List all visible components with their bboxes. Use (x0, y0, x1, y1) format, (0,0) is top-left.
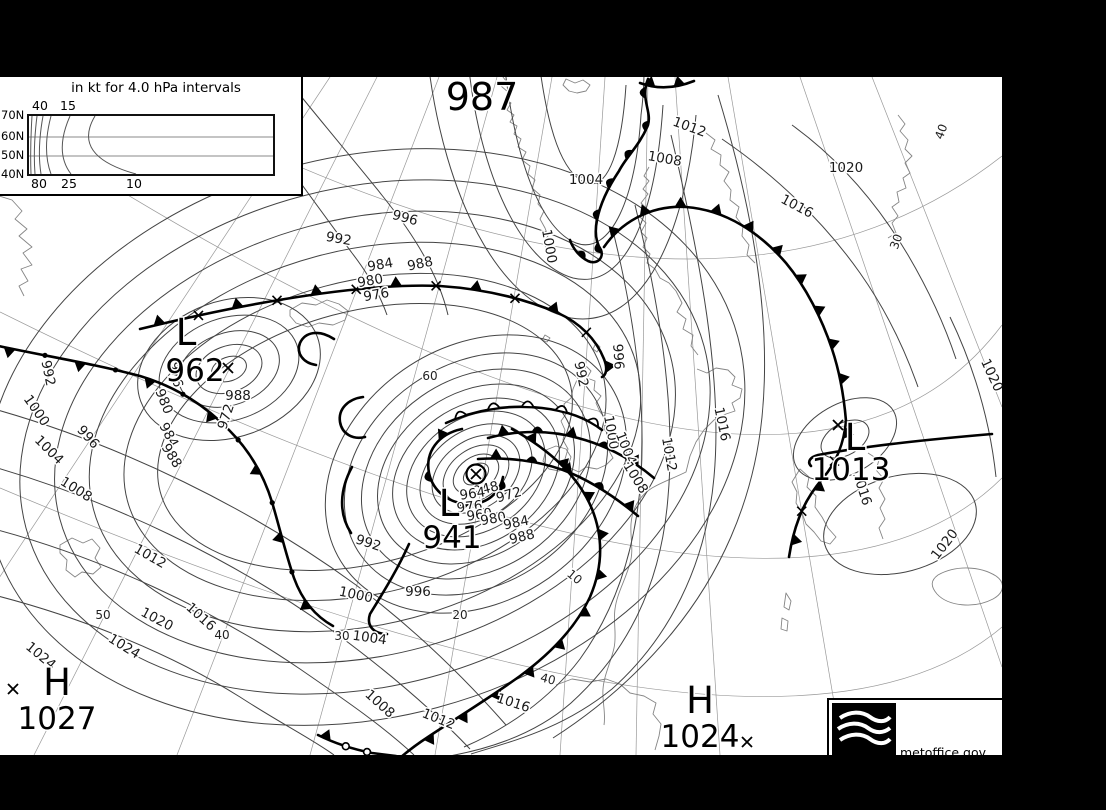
svg-text:992: 992 (37, 359, 58, 388)
wind-scale-legend: in kt for 4.0 hPa intervals 70N 60N 50N … (0, 77, 303, 196)
met-office-url-text: metoffice.gov (900, 745, 987, 755)
svg-text:30: 30 (887, 232, 905, 251)
svg-text:976: 976 (456, 498, 483, 517)
wind-scale-box (27, 114, 275, 176)
svg-text:1004: 1004 (31, 432, 67, 468)
svg-text:10: 10 (564, 567, 585, 588)
svg-text:1012: 1012 (131, 541, 169, 572)
legend-title: in kt for 4.0 hPa intervals (71, 80, 241, 96)
svg-text:1024: 1024 (661, 719, 740, 755)
svg-text:1012: 1012 (670, 114, 708, 141)
svg-text:980: 980 (479, 509, 507, 529)
svg-text:1020: 1020 (928, 526, 962, 563)
scale-value-10: 10 (126, 176, 142, 191)
svg-text:50: 50 (95, 608, 110, 622)
svg-text:20: 20 (452, 608, 467, 622)
met-office-waves-icon (836, 710, 892, 746)
pressure-chart-canvas: 9969929889849809761012100810041020101610… (0, 77, 1002, 755)
svg-text:972: 972 (215, 402, 238, 431)
wind-scale-curves (29, 116, 273, 174)
svg-text:996: 996 (609, 343, 627, 370)
svg-text:1012: 1012 (658, 436, 680, 473)
svg-text:40: 40 (932, 122, 950, 141)
svg-text:30: 30 (334, 629, 349, 643)
svg-text:1016: 1016 (494, 690, 532, 716)
met-office-branding: Met Office metoffice.gov (827, 698, 1002, 755)
svg-text:1016: 1016 (778, 191, 816, 221)
svg-text:1020: 1020 (977, 356, 1002, 394)
svg-text:L: L (439, 482, 460, 525)
svg-text:L: L (845, 416, 866, 459)
svg-text:984: 984 (366, 255, 394, 275)
latitude-label-70n: 70N (1, 108, 25, 122)
met-office-logo: Met Office (832, 703, 896, 755)
svg-text:1024: 1024 (105, 631, 143, 663)
svg-text:1016: 1016 (711, 406, 734, 443)
surface-pressure-chart: 996 992 988 984 980 976 1012 1008 1004 1020 1016 10… (0, 77, 1003, 755)
svg-text:H: H (43, 661, 71, 704)
svg-text:992: 992 (325, 229, 353, 249)
svg-text:987: 987 (446, 77, 519, 119)
svg-text:40: 40 (539, 670, 557, 687)
svg-text:976: 976 (166, 361, 185, 389)
met-office-url: metoffice.gov (896, 700, 1002, 755)
svg-text:60: 60 (422, 369, 437, 383)
svg-text:992: 992 (570, 360, 591, 389)
svg-text:1008: 1008 (620, 459, 652, 497)
svg-text:988: 988 (406, 254, 435, 275)
met-office-logo-text: Met Office (832, 754, 896, 755)
svg-text:1020: 1020 (829, 160, 863, 176)
svg-text:1004: 1004 (569, 172, 603, 188)
svg-text:980: 980 (356, 271, 384, 291)
svg-text:L: L (176, 311, 197, 354)
svg-text:960: 960 (466, 505, 494, 524)
scale-value-25: 25 (61, 176, 77, 191)
latitude-label-50n: 50N (1, 148, 25, 162)
svg-text:1000: 1000 (20, 392, 53, 429)
svg-text:980: 980 (151, 387, 175, 417)
svg-text:1016: 1016 (183, 600, 219, 635)
latitude-label-60n: 60N (1, 129, 25, 143)
svg-text:976: 976 (362, 285, 390, 305)
scale-value-15: 15 (60, 98, 76, 113)
svg-text:1008: 1008 (646, 148, 683, 170)
svg-text:H: H (686, 679, 714, 722)
svg-text:1004: 1004 (351, 628, 387, 649)
svg-text:988: 988 (225, 388, 251, 404)
svg-text:964: 964 (459, 484, 487, 503)
svg-text:1000: 1000 (337, 584, 374, 607)
svg-text:1027: 1027 (18, 701, 97, 737)
scale-value-80: 80 (31, 176, 47, 191)
latitude-label-40n: 40N (1, 167, 25, 181)
scale-value-40: 40 (32, 98, 48, 113)
svg-text:962: 962 (165, 353, 224, 389)
svg-text:996: 996 (405, 584, 431, 600)
svg-text:40: 40 (214, 628, 229, 642)
svg-text:1013: 1013 (812, 452, 891, 488)
svg-text:941: 941 (422, 520, 481, 556)
